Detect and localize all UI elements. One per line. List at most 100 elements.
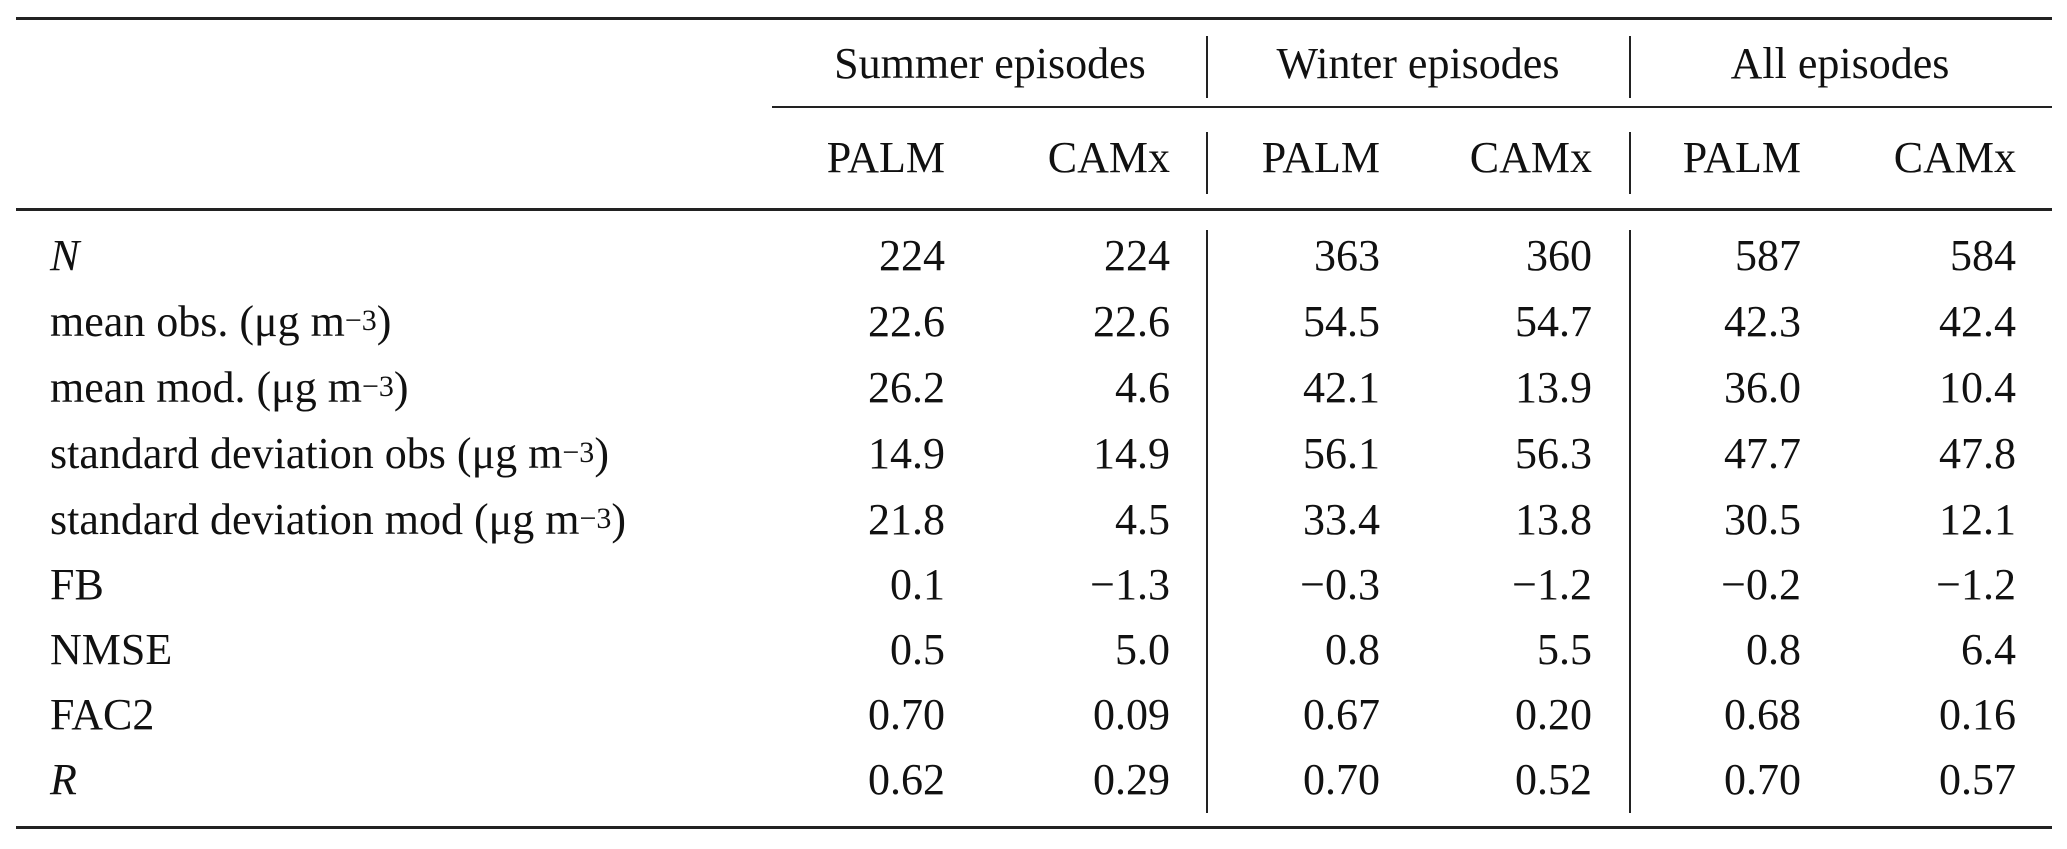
table-cell: 0.1 (890, 560, 945, 609)
table-cell: 30.5 (1724, 495, 1801, 544)
row-label: N (50, 234, 79, 278)
group-header-summer: Summer episodes (834, 39, 1146, 88)
table-cell: 0.62 (868, 755, 945, 804)
unit-exponent: −3 (579, 502, 612, 535)
table-cell: 0.8 (1746, 625, 1801, 674)
row-label: FAC2 (50, 693, 154, 737)
table-cell: 13.8 (1515, 495, 1592, 544)
table-cell: −1.2 (1512, 560, 1592, 609)
table-cell: −0.3 (1300, 560, 1380, 609)
table-cell: 42.4 (1939, 297, 2016, 346)
unit-exponent: −3 (361, 370, 394, 403)
table-cell: 42.3 (1724, 297, 1801, 346)
table-cell: 36.0 (1724, 363, 1801, 412)
subheader-winter-palm: PALM (1261, 133, 1380, 182)
separator-sub-1 (1206, 132, 1208, 194)
row-label-text: FB (50, 560, 104, 609)
unit-close: ) (611, 495, 627, 544)
separator-body-2 (1629, 230, 1631, 813)
table-cell: 33.4 (1303, 495, 1380, 544)
row-label: NMSE (50, 628, 172, 672)
table-cell: 6.4 (1961, 625, 2016, 674)
table-cell: 42.1 (1303, 363, 1380, 412)
table-cell: 0.68 (1724, 690, 1801, 739)
table-cell: −0.2 (1721, 560, 1801, 609)
table-cell: 0.70 (1303, 755, 1380, 804)
group-header-all: All episodes (1730, 39, 1950, 88)
table-cell: 0.20 (1515, 690, 1592, 739)
row-label-text: standard deviation obs (μg m (50, 429, 563, 478)
table-cell: 54.7 (1515, 297, 1592, 346)
table-cell: 47.7 (1724, 429, 1801, 478)
table-cell: 0.5 (890, 625, 945, 674)
row-label: standard deviation mod (μg m−3) (50, 498, 626, 542)
separator-sub-2 (1629, 132, 1631, 194)
table-bottom-rule (16, 826, 2052, 829)
row-label: mean mod. (μg m−3) (50, 366, 409, 410)
subheader-all-camx: CAMx (1893, 133, 2016, 182)
row-label-text: FAC2 (50, 690, 155, 739)
table-cell: 4.5 (1115, 495, 1170, 544)
group-header-winter: Winter episodes (1276, 39, 1560, 88)
table-cell: 0.09 (1093, 690, 1170, 739)
unit-exponent: −3 (562, 436, 595, 469)
table-cell: 0.57 (1939, 755, 2016, 804)
table-cell: 21.8 (868, 495, 945, 544)
table-cell: −1.2 (1936, 560, 2016, 609)
row-label-text: NMSE (50, 625, 173, 674)
table-cell: 10.4 (1939, 363, 2016, 412)
unit-close: ) (376, 297, 392, 346)
table-cell: 224 (1104, 231, 1170, 280)
unit-exponent: −3 (344, 304, 377, 337)
table-cell: 22.6 (1093, 297, 1170, 346)
table-cell: 0.70 (1724, 755, 1801, 804)
table-cell: 0.8 (1325, 625, 1380, 674)
table-top-rule (16, 17, 2052, 20)
table-cell: 47.8 (1939, 429, 2016, 478)
table-cell: 14.9 (1093, 429, 1170, 478)
separator-group-1 (1206, 36, 1208, 98)
table-cell: −1.3 (1090, 560, 1170, 609)
table-cell: 14.9 (868, 429, 945, 478)
subheader-summer-camx: CAMx (1047, 133, 1170, 182)
table-cell: 4.6 (1115, 363, 1170, 412)
table-cell: 54.5 (1303, 297, 1380, 346)
table-cell: 22.6 (868, 297, 945, 346)
row-label: R (50, 758, 77, 802)
row-label-text: standard deviation mod (μg m (50, 495, 580, 544)
table-cell: 13.9 (1515, 363, 1592, 412)
row-label: mean obs. (μg m−3) (50, 300, 391, 344)
subheader-winter-camx: CAMx (1469, 133, 1592, 182)
table-cell: 56.1 (1303, 429, 1380, 478)
header-bottom-rule (16, 208, 2052, 211)
table-cell: 584 (1950, 231, 2016, 280)
table-cell: 0.70 (868, 690, 945, 739)
table-cell: 587 (1735, 231, 1801, 280)
row-label: standard deviation obs (μg m−3) (50, 432, 609, 476)
table-cell: 363 (1314, 231, 1380, 280)
table-cell: 12.1 (1939, 495, 2016, 544)
row-label-text: mean obs. (μg m (50, 297, 345, 346)
table-cell: 5.0 (1115, 625, 1170, 674)
row-label-text: R (50, 755, 77, 804)
unit-close: ) (594, 429, 609, 478)
group-underline-rule (772, 106, 2052, 108)
table-cell: 0.16 (1939, 690, 2016, 739)
table-cell: 0.29 (1093, 755, 1170, 804)
separator-body-1 (1206, 230, 1208, 813)
unit-close: ) (393, 363, 409, 412)
table-cell: 0.67 (1303, 690, 1380, 739)
row-label-text: mean mod. (μg m (50, 363, 362, 412)
table-cell: 26.2 (868, 363, 945, 412)
table-cell: 0.52 (1515, 755, 1592, 804)
table-cell: 360 (1526, 231, 1592, 280)
row-label-text: N (50, 231, 80, 280)
separator-group-2 (1629, 36, 1631, 98)
table-cell: 56.3 (1515, 429, 1592, 478)
subheader-all-palm: PALM (1682, 133, 1801, 182)
subheader-summer-palm: PALM (826, 133, 945, 182)
table-cell: 5.5 (1537, 625, 1592, 674)
row-label: FB (50, 563, 104, 607)
table-cell: 224 (879, 231, 945, 280)
